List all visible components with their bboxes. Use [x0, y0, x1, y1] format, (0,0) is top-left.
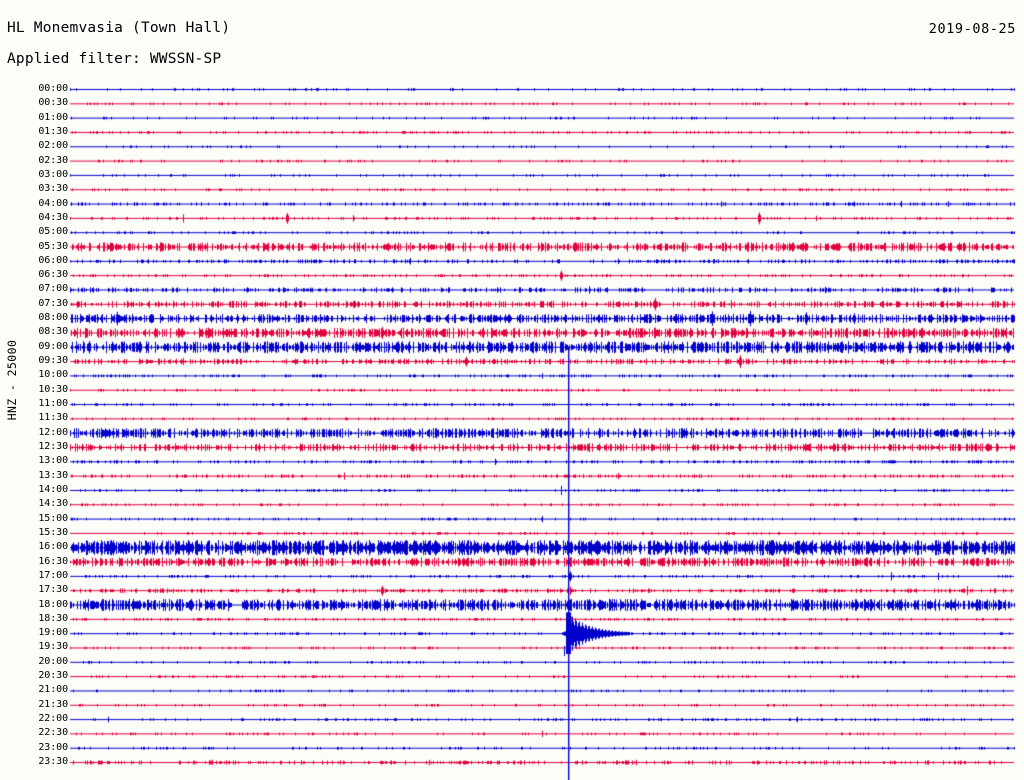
time-tick-label: 18:30 — [38, 612, 68, 624]
time-tick-label: 01:00 — [38, 111, 68, 123]
time-tick-label: 01:30 — [38, 125, 68, 137]
time-tick-label: 19:00 — [38, 627, 68, 639]
time-tick-label: 14:00 — [38, 483, 68, 495]
time-tick-label: 16:30 — [38, 555, 68, 567]
time-tick-label: 06:00 — [38, 254, 68, 266]
time-tick-label: 21:30 — [38, 698, 68, 710]
time-tick-label: 16:00 — [38, 541, 68, 553]
time-tick-label: 04:00 — [38, 197, 68, 209]
time-tick-label: 10:00 — [38, 369, 68, 381]
time-tick-label: 13:00 — [38, 455, 68, 467]
time-tick-label: 00:30 — [38, 97, 68, 109]
time-tick-label: 02:00 — [38, 140, 68, 152]
time-tick-label: 22:30 — [38, 727, 68, 739]
time-axis-ticks: 00:00 00:30 01:00 01:30 02:00 02:30 03:00 03:30… — [0, 80, 68, 780]
time-tick-label: 05:30 — [38, 240, 68, 252]
time-tick-label: 13:30 — [38, 469, 68, 481]
time-tick-label: 11:00 — [38, 398, 68, 410]
time-tick-label: 23:00 — [38, 741, 68, 753]
time-tick-label: 07:30 — [38, 297, 68, 309]
time-tick-label: 04:30 — [38, 211, 68, 223]
record-date: 2019-08-25 — [928, 21, 1016, 37]
time-tick-label: 07:00 — [38, 283, 68, 295]
time-tick-label: 20:00 — [38, 655, 68, 667]
time-tick-label: 18:00 — [38, 598, 68, 610]
time-tick-label: 05:00 — [38, 226, 68, 238]
time-tick-label: 09:30 — [38, 355, 68, 367]
page-title: HL Monemvasia (Town Hall) — [7, 20, 231, 36]
time-tick-label: 10:30 — [38, 383, 68, 395]
time-tick-label: 23:30 — [38, 756, 68, 768]
time-tick-label: 11:30 — [38, 412, 68, 424]
time-tick-label: 15:30 — [38, 526, 68, 538]
time-tick-label: 12:00 — [38, 426, 68, 438]
time-tick-label: 17:00 — [38, 569, 68, 581]
time-tick-label: 08:30 — [38, 326, 68, 338]
time-tick-label: 20:30 — [38, 670, 68, 682]
helicorder-plot: 00:00 00:30 01:00 01:30 02:00 02:30 03:00 03:30… — [0, 80, 1024, 780]
time-tick-label: 17:30 — [38, 584, 68, 596]
time-tick-label: 03:00 — [38, 168, 68, 180]
time-tick-label: 21:00 — [38, 684, 68, 696]
time-tick-label: 00:00 — [38, 83, 68, 94]
time-tick-label: 12:30 — [38, 441, 68, 452]
time-tick-label: 03:30 — [38, 183, 68, 195]
time-tick-label: 19:30 — [38, 641, 68, 653]
time-tick-label: 22:00 — [38, 713, 68, 725]
time-tick-label: 14:30 — [38, 498, 68, 510]
time-tick-label: 08:00 — [38, 312, 68, 324]
time-tick-label: 02:30 — [38, 154, 68, 166]
time-tick-label: 09:00 — [38, 340, 68, 352]
seismogram-traces — [0, 80, 1024, 780]
time-tick-label: 06:30 — [38, 269, 68, 281]
applied-filter-label: Applied filter: WWSSN-SP — [7, 51, 222, 67]
time-tick-label: 15:00 — [38, 512, 68, 524]
